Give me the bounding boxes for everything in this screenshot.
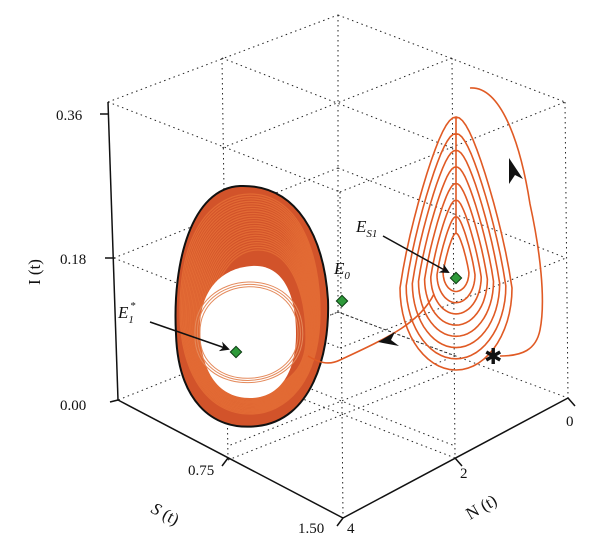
trajectory-transient [307, 293, 435, 364]
x-axis-label: S (t) [148, 499, 182, 529]
grid-line [339, 257, 567, 349]
grid-line [227, 369, 456, 459]
trajectory-direction-arrow [509, 158, 523, 184]
grid-line [113, 257, 341, 349]
x-tick [221, 457, 229, 467]
x-axis-line [117, 399, 344, 519]
trajectory-start-arc [469, 87, 544, 357]
limit-cycle-ring [199, 286, 299, 379]
limit-cycle-rings [179, 193, 321, 415]
grid-line [339, 191, 344, 519]
equilibria: E1* E0 ES1 [117, 217, 463, 359]
grid-line [107, 101, 341, 193]
trajectory-series: ✱ [307, 87, 544, 371]
grid-line [107, 14, 339, 103]
x-tick-label: 0.75 [188, 463, 214, 479]
grid-line [227, 369, 456, 461]
equilibrium-e1-label: E1* [117, 300, 136, 326]
y-axis-label: N (t) [463, 491, 501, 524]
equilibrium-es1-pointer [382, 235, 450, 273]
axes [100, 101, 576, 527]
equilibrium-es1-label: ES1 [355, 217, 377, 240]
y-tick-label: 0 [566, 414, 574, 430]
trajectory-direction-arrow [378, 332, 399, 346]
equilibrium-e0-marker [335, 294, 349, 308]
grid-line [337, 167, 567, 259]
grid-line [337, 311, 456, 357]
grid-line [221, 57, 453, 149]
grid-line [339, 101, 566, 193]
grid-line [564, 101, 569, 399]
equilibrium-e1-marker [229, 345, 243, 359]
start-marker: ✱ [484, 345, 502, 370]
z-tick-label: 0.00 [60, 398, 86, 414]
grid-line [221, 57, 453, 149]
limit-cycle-ring [196, 283, 301, 381]
y-tick-label: 4 [347, 521, 355, 537]
equilibrium-e0-label: E0 [333, 259, 350, 282]
z-tick-label: 0.36 [56, 108, 83, 124]
limit-cycle-ring [194, 281, 304, 384]
grid-line [227, 355, 456, 447]
z-tick-label: 0.18 [60, 252, 86, 268]
z-axis-label: I (t) [25, 259, 44, 285]
limit-cycle-series [174, 184, 330, 428]
z-axis-line [107, 101, 119, 401]
x-tick [336, 517, 344, 527]
trajectory-spiral [399, 116, 513, 371]
equilibrium-e1-pointer [149, 321, 230, 352]
y-tick [454, 457, 463, 467]
x-tick-label: 1.50 [298, 521, 324, 537]
grid-line [337, 311, 569, 399]
z-tick [109, 399, 119, 403]
grid-line [337, 14, 566, 103]
y-tick-label: 2 [460, 466, 468, 482]
y-tick [567, 397, 576, 407]
limit-cycle-interior [199, 265, 296, 398]
grid-line [451, 57, 456, 459]
equilibrium-es1-marker [449, 271, 463, 285]
